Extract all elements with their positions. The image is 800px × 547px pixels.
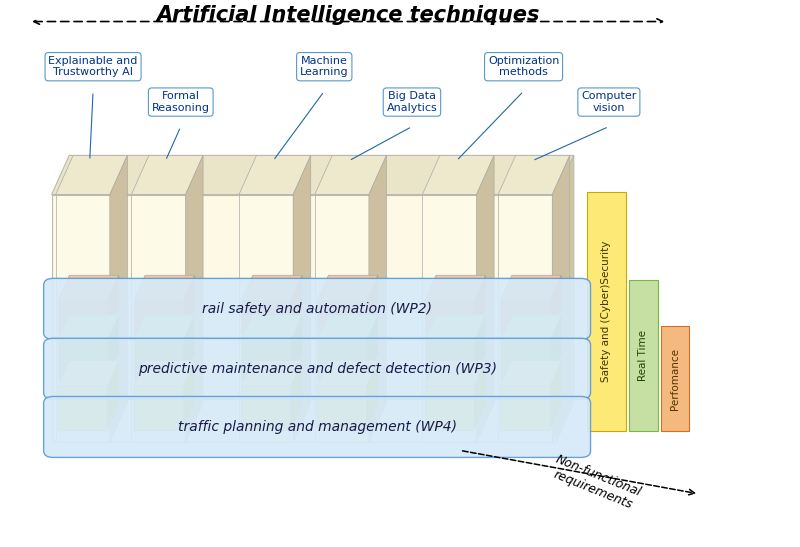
Polygon shape xyxy=(477,155,494,442)
Polygon shape xyxy=(290,315,302,380)
Text: Safety and (Cyber)Security: Safety and (Cyber)Security xyxy=(602,241,611,382)
Polygon shape xyxy=(317,315,378,340)
FancyBboxPatch shape xyxy=(44,397,590,457)
Polygon shape xyxy=(317,360,378,386)
Polygon shape xyxy=(501,360,562,386)
Text: Non-functional
requirements: Non-functional requirements xyxy=(548,453,643,513)
Polygon shape xyxy=(242,340,290,380)
Polygon shape xyxy=(55,155,127,195)
Polygon shape xyxy=(242,360,302,386)
Polygon shape xyxy=(55,195,110,442)
Polygon shape xyxy=(242,275,302,301)
Polygon shape xyxy=(661,326,690,432)
Polygon shape xyxy=(186,155,203,442)
Polygon shape xyxy=(242,315,302,340)
Polygon shape xyxy=(498,195,552,442)
Polygon shape xyxy=(183,315,194,380)
Polygon shape xyxy=(58,315,119,340)
Text: Real Time: Real Time xyxy=(638,330,648,381)
Polygon shape xyxy=(366,275,378,334)
Polygon shape xyxy=(58,340,107,380)
Polygon shape xyxy=(501,315,562,340)
Polygon shape xyxy=(52,195,556,442)
FancyBboxPatch shape xyxy=(44,338,590,399)
Polygon shape xyxy=(317,340,366,380)
Polygon shape xyxy=(501,301,550,334)
Polygon shape xyxy=(550,315,562,380)
Polygon shape xyxy=(134,315,194,340)
Polygon shape xyxy=(242,386,290,430)
Polygon shape xyxy=(52,155,574,195)
Polygon shape xyxy=(134,360,194,386)
Text: Artificial Intelligence techniques: Artificial Intelligence techniques xyxy=(157,5,540,25)
Polygon shape xyxy=(550,275,562,334)
Text: Optimization
methods: Optimization methods xyxy=(488,56,559,78)
Text: traffic planning and management (WP4): traffic planning and management (WP4) xyxy=(178,420,457,434)
Polygon shape xyxy=(58,301,107,334)
Polygon shape xyxy=(317,301,366,334)
Polygon shape xyxy=(131,155,203,195)
Polygon shape xyxy=(314,195,369,442)
Polygon shape xyxy=(290,275,302,334)
Polygon shape xyxy=(58,360,119,386)
Polygon shape xyxy=(422,195,477,442)
Polygon shape xyxy=(425,315,486,340)
Polygon shape xyxy=(629,281,658,432)
Text: Perfomance: Perfomance xyxy=(670,348,680,410)
Polygon shape xyxy=(134,301,183,334)
Text: Formal
Reasoning: Formal Reasoning xyxy=(152,91,210,113)
Polygon shape xyxy=(293,155,310,442)
Text: Big Data
Analytics: Big Data Analytics xyxy=(386,91,438,113)
Polygon shape xyxy=(134,275,194,301)
Polygon shape xyxy=(501,340,550,380)
Polygon shape xyxy=(474,275,486,334)
Polygon shape xyxy=(183,275,194,334)
Polygon shape xyxy=(242,301,290,334)
Polygon shape xyxy=(366,315,378,380)
Polygon shape xyxy=(239,155,310,195)
Polygon shape xyxy=(58,275,119,301)
Polygon shape xyxy=(314,155,386,195)
Polygon shape xyxy=(474,360,486,430)
Polygon shape xyxy=(239,195,293,442)
Polygon shape xyxy=(422,155,494,195)
Polygon shape xyxy=(134,386,183,430)
Polygon shape xyxy=(183,360,194,430)
Text: Computer
vision: Computer vision xyxy=(581,91,637,113)
Polygon shape xyxy=(369,155,386,442)
FancyBboxPatch shape xyxy=(44,278,590,339)
Polygon shape xyxy=(425,340,474,380)
Text: predictive maintenance and defect detection (WP3): predictive maintenance and defect detect… xyxy=(138,362,497,376)
Polygon shape xyxy=(366,360,378,430)
Polygon shape xyxy=(425,275,486,301)
Polygon shape xyxy=(134,340,183,380)
Text: Explainable and
Trustworthy AI: Explainable and Trustworthy AI xyxy=(48,56,138,78)
Polygon shape xyxy=(131,195,186,442)
Polygon shape xyxy=(425,386,474,430)
Polygon shape xyxy=(110,155,127,442)
Polygon shape xyxy=(290,360,302,430)
Polygon shape xyxy=(107,315,119,380)
Text: rail safety and automation (WP2): rail safety and automation (WP2) xyxy=(202,302,432,316)
Polygon shape xyxy=(425,301,474,334)
Polygon shape xyxy=(501,386,550,430)
Polygon shape xyxy=(556,155,574,442)
Polygon shape xyxy=(107,360,119,430)
Polygon shape xyxy=(501,275,562,301)
Polygon shape xyxy=(498,155,570,195)
Polygon shape xyxy=(317,386,366,430)
Polygon shape xyxy=(550,360,562,430)
Polygon shape xyxy=(474,315,486,380)
Polygon shape xyxy=(317,275,378,301)
Polygon shape xyxy=(107,275,119,334)
Text: Machine
Learning: Machine Learning xyxy=(300,56,349,78)
Polygon shape xyxy=(552,155,570,442)
Polygon shape xyxy=(587,192,626,432)
Polygon shape xyxy=(425,360,486,386)
Polygon shape xyxy=(58,386,107,430)
